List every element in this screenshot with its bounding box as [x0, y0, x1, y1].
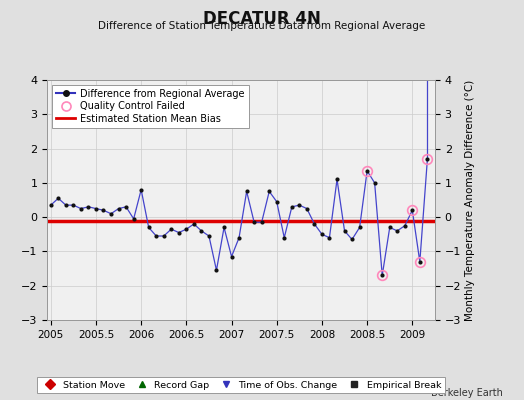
Text: Difference of Station Temperature Data from Regional Average: Difference of Station Temperature Data f… [99, 21, 425, 31]
Text: DECATUR 4N: DECATUR 4N [203, 10, 321, 28]
Y-axis label: Monthly Temperature Anomaly Difference (°C): Monthly Temperature Anomaly Difference (… [465, 79, 475, 321]
Legend: Difference from Regional Average, Quality Control Failed, Estimated Station Mean: Difference from Regional Average, Qualit… [52, 85, 248, 128]
Text: Berkeley Earth: Berkeley Earth [431, 388, 503, 398]
Legend: Station Move, Record Gap, Time of Obs. Change, Empirical Break: Station Move, Record Gap, Time of Obs. C… [37, 377, 445, 393]
